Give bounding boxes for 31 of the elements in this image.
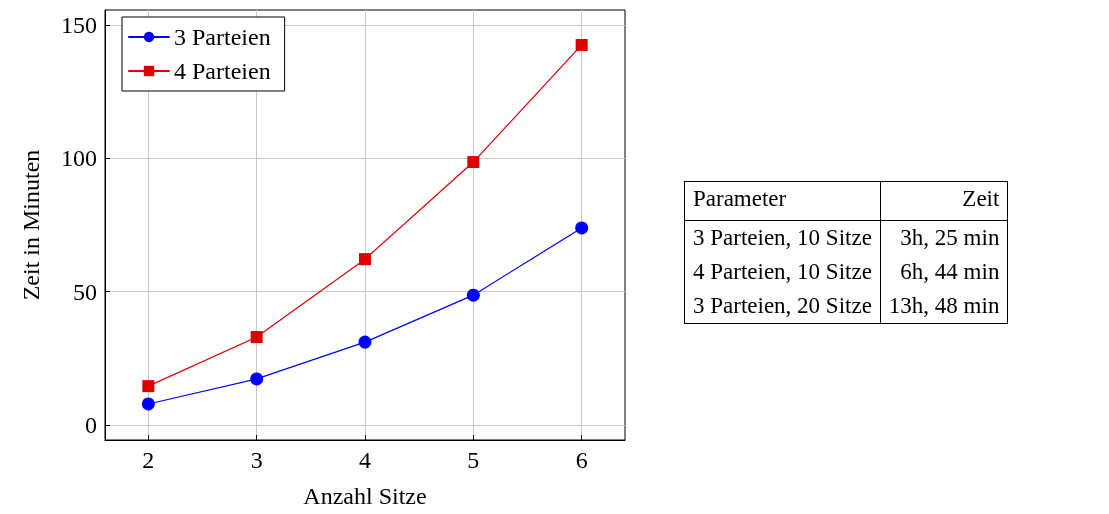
- text: Parameter: [684, 181, 881, 221]
- point: [575, 38, 588, 51]
- legend-label: 3 Parteien: [174, 24, 271, 50]
- point: [466, 288, 480, 302]
- text: 4 Parteien, 10 Sitze: [684, 255, 881, 289]
- text: 3h, 25 min: [899, 224, 1001, 252]
- legend-label: 4 Parteien: [174, 58, 271, 84]
- x-tick-label: 3: [250, 447, 263, 473]
- y-tick-label: 0: [85, 412, 97, 439]
- point: [358, 335, 372, 349]
- x-tick-label: 4: [359, 447, 371, 473]
- text: 6h, 44 min: [899, 258, 1001, 286]
- point: [250, 372, 264, 386]
- x-tick-label: 6: [575, 447, 588, 473]
- point: [141, 397, 155, 411]
- text: 13h, 48 min: [887, 292, 1001, 320]
- y-axis-title: Zeit in Minuten: [18, 149, 44, 301]
- point: [467, 156, 480, 169]
- point: [142, 380, 155, 393]
- point: [359, 253, 371, 266]
- y-tick-label: 100: [61, 145, 97, 172]
- point: [250, 331, 263, 344]
- point: [575, 221, 589, 235]
- text: Zeit: [961, 185, 1001, 213]
- text: 3 Parteien, 10 Sitze: [684, 220, 881, 255]
- y-tick-label: 150: [61, 11, 97, 38]
- x-tick-label: 5: [467, 447, 480, 473]
- x-axis-title: Anzahl Sitze: [303, 483, 427, 509]
- y-tick-label: 50: [73, 278, 97, 305]
- text: 3 Parteien, 20 Sitze: [684, 289, 881, 324]
- x-tick-label: 2: [142, 447, 155, 473]
